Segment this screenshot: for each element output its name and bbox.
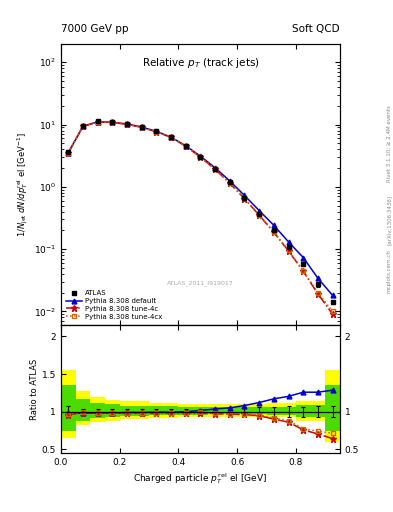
Legend: ATLAS, Pythia 8.308 default, Pythia 8.308 tune-4c, Pythia 8.308 tune-4cx: ATLAS, Pythia 8.308 default, Pythia 8.30… <box>64 288 165 322</box>
Text: Relative $p_T$ (track jets): Relative $p_T$ (track jets) <box>141 56 259 70</box>
Pythia 8.308 default <box>95 119 100 125</box>
Pythia 8.308 tune-4cx <box>169 134 173 140</box>
Text: mcplots.cern.ch: mcplots.cern.ch <box>387 249 391 293</box>
Pythia 8.308 tune-4c <box>330 311 335 317</box>
Pythia 8.308 default <box>140 124 144 130</box>
Pythia 8.308 default <box>213 165 217 171</box>
Pythia 8.308 tune-4cx <box>198 154 203 160</box>
Pythia 8.308 tune-4c <box>154 129 159 135</box>
Pythia 8.308 default <box>272 222 276 228</box>
Pythia 8.308 tune-4c <box>286 248 291 254</box>
Pythia 8.308 tune-4c <box>125 121 129 127</box>
Pythia 8.308 default <box>257 207 261 214</box>
Pythia 8.308 default <box>286 239 291 245</box>
Pythia 8.308 default <box>242 193 247 199</box>
Line: Pythia 8.308 default: Pythia 8.308 default <box>66 119 335 298</box>
Pythia 8.308 tune-4cx <box>154 129 159 135</box>
Pythia 8.308 default <box>316 275 320 281</box>
Pythia 8.308 tune-4c <box>169 134 173 140</box>
Line: Pythia 8.308 tune-4cx: Pythia 8.308 tune-4cx <box>66 120 335 313</box>
Pythia 8.308 default <box>301 254 306 261</box>
Pythia 8.308 tune-4c <box>228 180 232 186</box>
Pythia 8.308 tune-4cx <box>66 150 71 156</box>
Text: Soft QCD: Soft QCD <box>292 24 340 34</box>
Pythia 8.308 tune-4c <box>301 268 306 274</box>
Pythia 8.308 tune-4cx <box>257 212 261 218</box>
Pythia 8.308 tune-4c <box>140 124 144 131</box>
Pythia 8.308 tune-4cx <box>213 166 217 172</box>
Text: ATLAS_2011_I919017: ATLAS_2011_I919017 <box>167 280 234 286</box>
Pythia 8.308 default <box>154 129 159 135</box>
Pythia 8.308 tune-4cx <box>81 123 85 129</box>
Pythia 8.308 tune-4c <box>95 119 100 125</box>
Pythia 8.308 tune-4cx <box>184 143 188 149</box>
Pythia 8.308 default <box>228 178 232 184</box>
Pythia 8.308 tune-4c <box>184 143 188 150</box>
Pythia 8.308 tune-4c <box>272 229 276 236</box>
Pythia 8.308 default <box>184 143 188 149</box>
Pythia 8.308 tune-4c <box>110 119 115 125</box>
Pythia 8.308 tune-4cx <box>125 121 129 127</box>
Pythia 8.308 tune-4cx <box>110 119 115 125</box>
Y-axis label: $1/N_\mathrm{jet}\;dN/dp_T^\mathrm{rel}$ el [GeV$^{-1}$]: $1/N_\mathrm{jet}\;dN/dp_T^\mathrm{rel}$… <box>15 132 29 237</box>
Pythia 8.308 tune-4cx <box>95 119 100 125</box>
Pythia 8.308 tune-4c <box>198 154 203 160</box>
Pythia 8.308 default <box>81 123 85 130</box>
Pythia 8.308 tune-4c <box>66 150 71 156</box>
Pythia 8.308 tune-4cx <box>242 195 247 201</box>
Pythia 8.308 tune-4c <box>242 196 247 202</box>
Pythia 8.308 tune-4cx <box>286 247 291 253</box>
Text: [arXiv:1306.3436]: [arXiv:1306.3436] <box>387 195 391 245</box>
Y-axis label: Ratio to ATLAS: Ratio to ATLAS <box>30 358 39 420</box>
Pythia 8.308 tune-4c <box>257 212 261 218</box>
Text: Rivet 3.1.10; ≥ 2.4M events: Rivet 3.1.10; ≥ 2.4M events <box>387 105 391 182</box>
Pythia 8.308 tune-4cx <box>330 308 335 314</box>
Pythia 8.308 tune-4c <box>81 123 85 129</box>
Pythia 8.308 tune-4c <box>213 166 217 173</box>
Pythia 8.308 tune-4cx <box>301 268 306 274</box>
Pythia 8.308 default <box>110 119 115 125</box>
Pythia 8.308 default <box>66 150 71 156</box>
Line: Pythia 8.308 tune-4c: Pythia 8.308 tune-4c <box>65 118 336 317</box>
Pythia 8.308 tune-4cx <box>228 180 232 186</box>
Pythia 8.308 default <box>330 292 335 298</box>
X-axis label: Charged particle $p_T^{\,\mathrm{rel}}$ el [GeV]: Charged particle $p_T^{\,\mathrm{rel}}$ … <box>133 471 268 486</box>
Pythia 8.308 default <box>169 134 173 140</box>
Pythia 8.308 tune-4cx <box>140 124 144 131</box>
Pythia 8.308 tune-4c <box>316 291 320 297</box>
Pythia 8.308 tune-4cx <box>272 229 276 235</box>
Text: 7000 GeV pp: 7000 GeV pp <box>61 24 129 34</box>
Pythia 8.308 default <box>125 121 129 127</box>
Pythia 8.308 default <box>198 153 203 159</box>
Pythia 8.308 tune-4cx <box>316 289 320 295</box>
